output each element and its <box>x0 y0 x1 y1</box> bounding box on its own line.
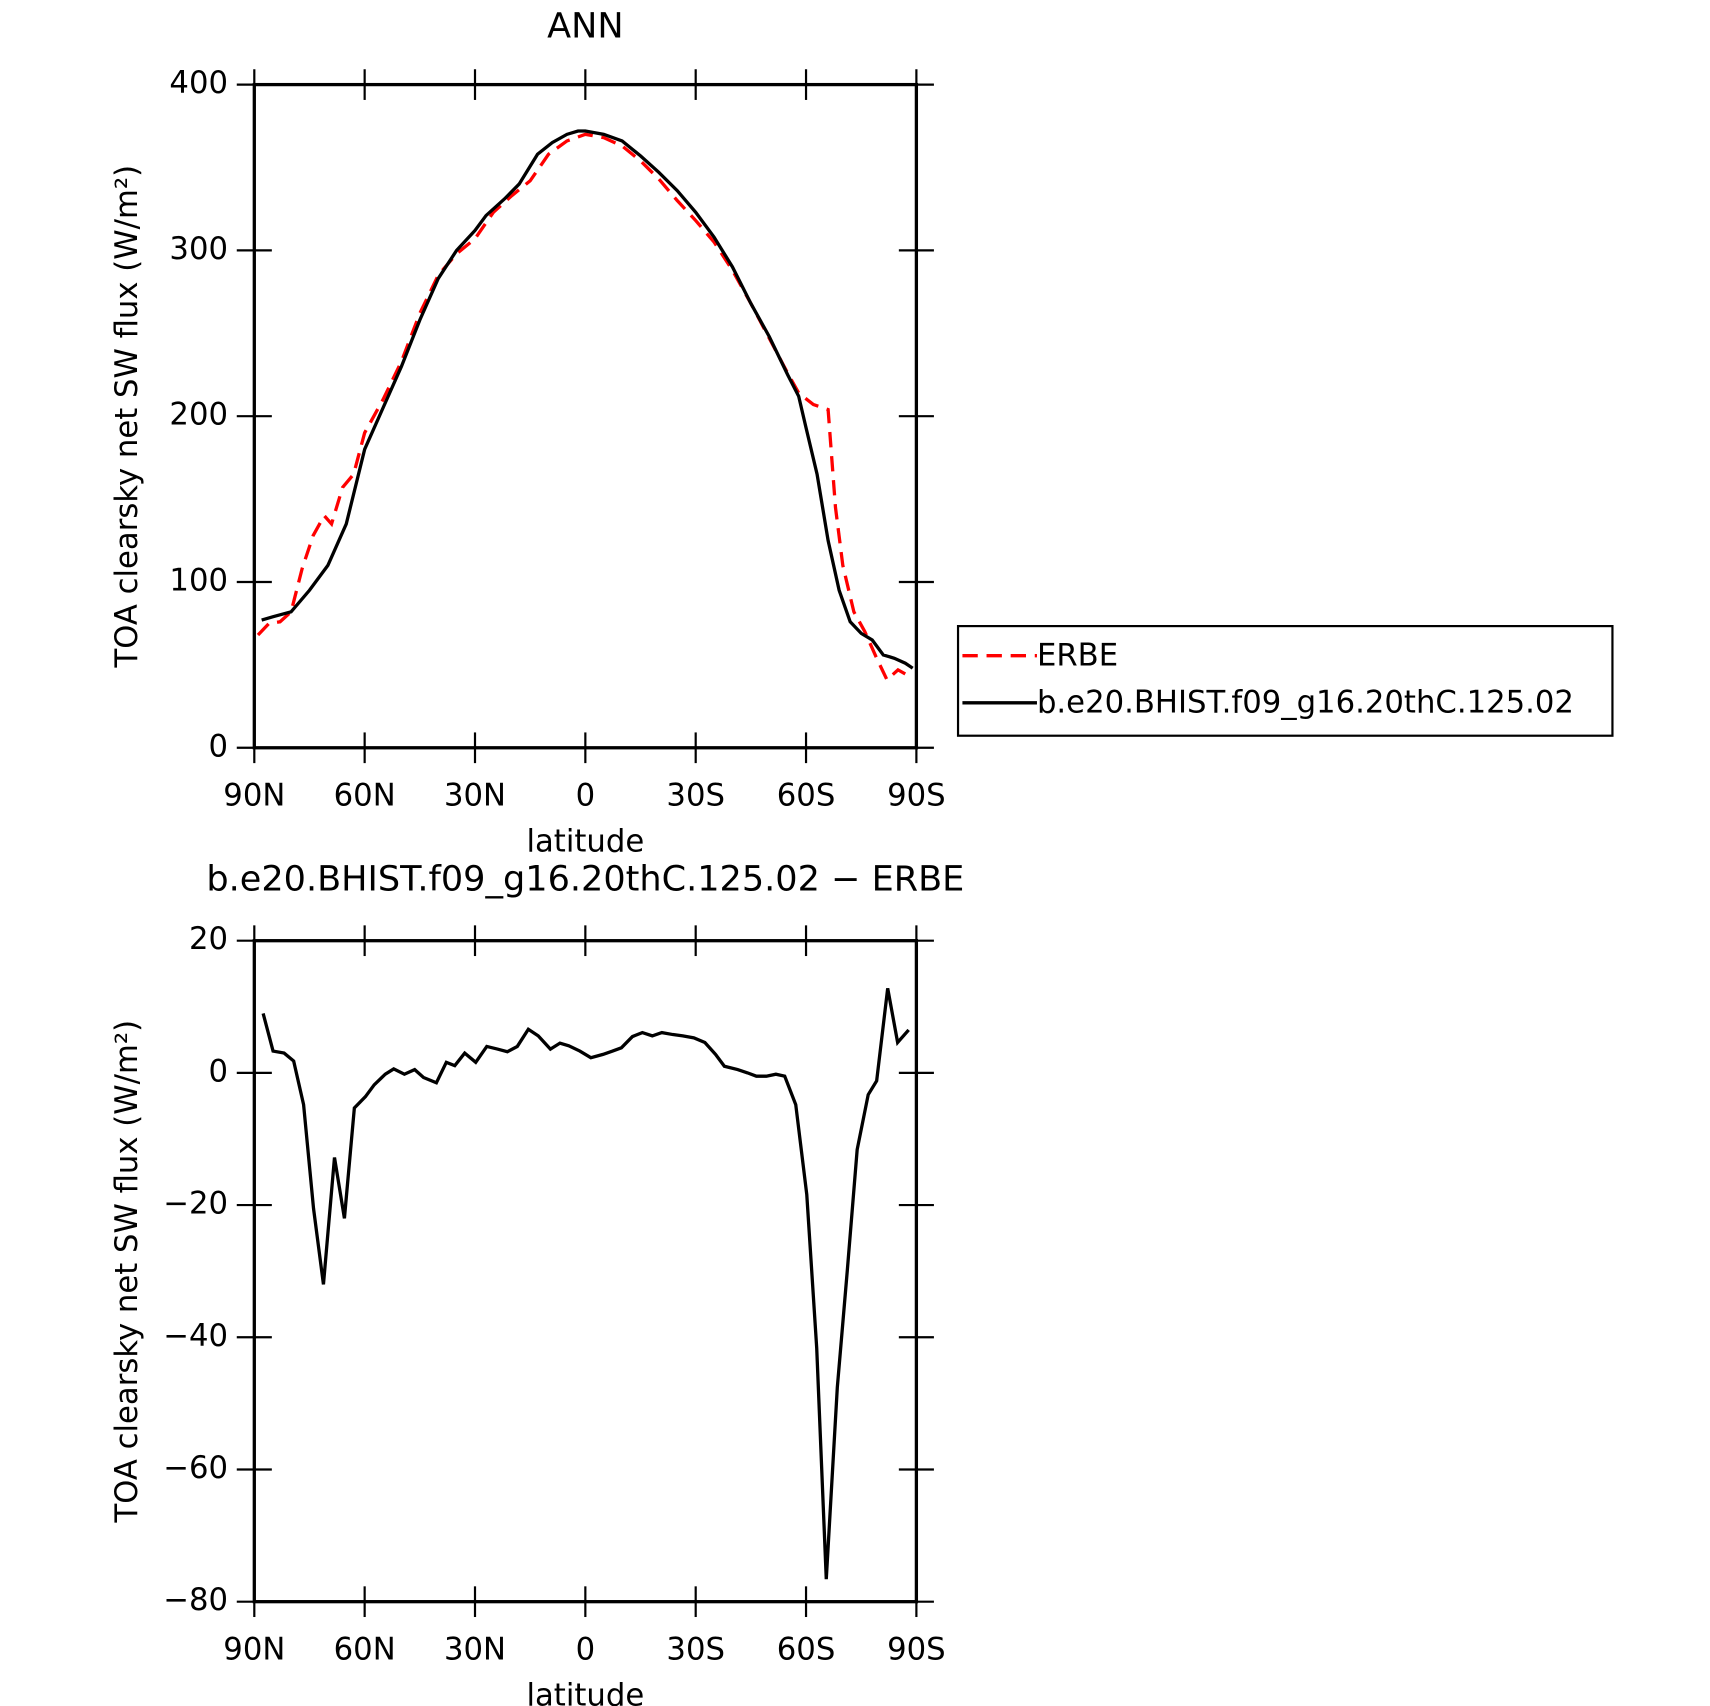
chart-title: b.e20.BHIST.f09_g16.20thC.125.02 − ERBE <box>206 858 964 899</box>
chart-title: ANN <box>547 6 623 47</box>
y-axis-label: TOA clearsky net SW flux (W/m²) <box>110 165 145 669</box>
x-tick-label: 90S <box>887 1633 946 1668</box>
y-tick-label: 200 <box>169 398 228 433</box>
legend-box <box>956 625 1614 737</box>
x-tick-label: 60S <box>777 779 836 814</box>
x-axis-label: latitude <box>526 1679 644 1706</box>
y-tick-label: −80 <box>163 1583 228 1618</box>
legend-label: b.e20.BHIST.f09_g16.20thC.125.02 <box>1037 685 1574 720</box>
y-tick-label: 300 <box>169 232 228 267</box>
legend-label: ERBE <box>1037 638 1118 673</box>
data-line <box>261 129 914 670</box>
legend: ERBE b.e20.BHIST.f09_g16.20thC.125.02 <box>956 625 1614 737</box>
y-tick-label: 0 <box>208 1054 228 1089</box>
y-tick-label: −40 <box>163 1319 228 1354</box>
plot-frame <box>252 82 919 750</box>
x-tick-label: 0 <box>576 779 596 814</box>
x-tick-label: 90N <box>223 779 285 814</box>
y-axis-label: TOA clearsky net SW flux (W/m²) <box>110 1020 145 1524</box>
x-tick-label: 30N <box>444 1633 506 1668</box>
x-tick-label: 60N <box>334 1633 396 1668</box>
data-line <box>261 987 910 1580</box>
x-tick-label: 30S <box>666 1633 725 1668</box>
y-tick-label: 400 <box>169 66 228 101</box>
x-tick-label: 90N <box>223 1633 285 1668</box>
x-tick-label: 30S <box>666 779 725 814</box>
plot-frame <box>252 939 919 1604</box>
data-line <box>256 132 914 683</box>
x-tick-label: 30N <box>444 779 506 814</box>
x-tick-label: 60N <box>334 779 396 814</box>
y-tick-label: 20 <box>189 922 228 957</box>
x-tick-label: 90S <box>887 779 946 814</box>
y-tick-label: 0 <box>208 729 228 764</box>
y-tick-label: −20 <box>163 1187 228 1222</box>
x-tick-label: 60S <box>777 1633 836 1668</box>
x-axis-label: latitude <box>526 825 644 860</box>
y-tick-label: −60 <box>163 1451 228 1486</box>
x-tick-label: 0 <box>576 1633 596 1668</box>
y-tick-label: 100 <box>169 563 228 598</box>
